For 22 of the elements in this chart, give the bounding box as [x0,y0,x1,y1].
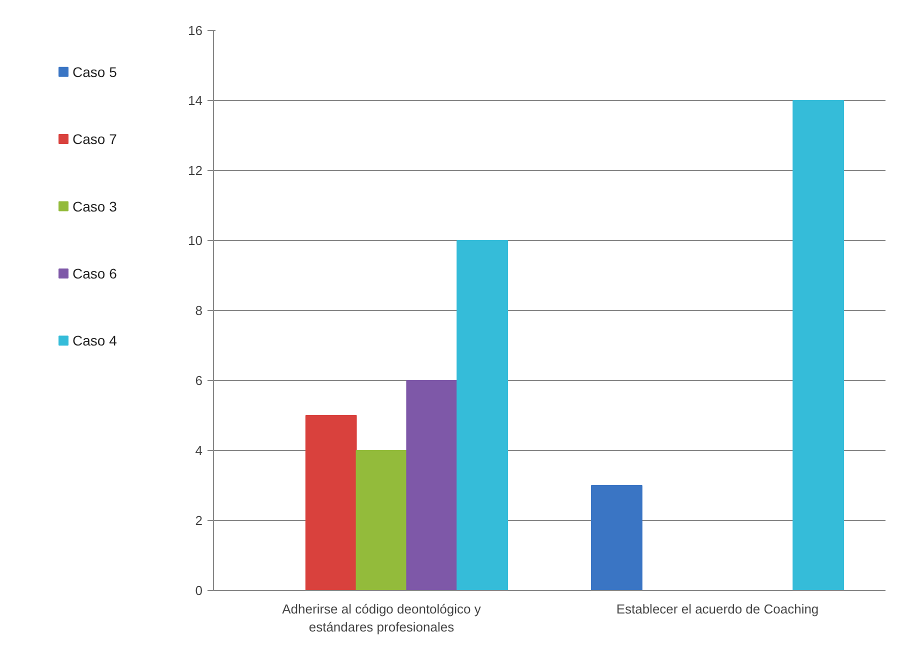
legend-label: Caso 6 [72,265,118,282]
bar [356,450,408,590]
y-tick-label: 16 [188,23,203,38]
y-tick-label: 0 [195,583,203,598]
bar [591,485,642,590]
x-tick-label: Adherirse al código deontológico y estándares profesionales [282,602,482,634]
bar [456,240,508,590]
x-tick-label: Establecer el acuerdo de Coaching [616,602,819,616]
y-tick-label: 4 [195,443,203,458]
bar [305,415,357,590]
legend-label: Caso 7 [72,131,118,148]
y-tick-label: 6 [195,373,203,388]
legend-label: Caso 5 [72,64,118,80]
y-tick-label: 12 [188,163,203,178]
y-tick-label: 2 [195,513,203,528]
y-tick-label: 8 [195,303,203,318]
legend-label: Caso 4 [72,332,118,349]
bar [406,380,458,590]
legend-label: Caso 3 [72,198,118,214]
y-tick-label: 14 [188,93,203,108]
bar [792,100,844,590]
y-tick-label: 10 [188,233,203,248]
